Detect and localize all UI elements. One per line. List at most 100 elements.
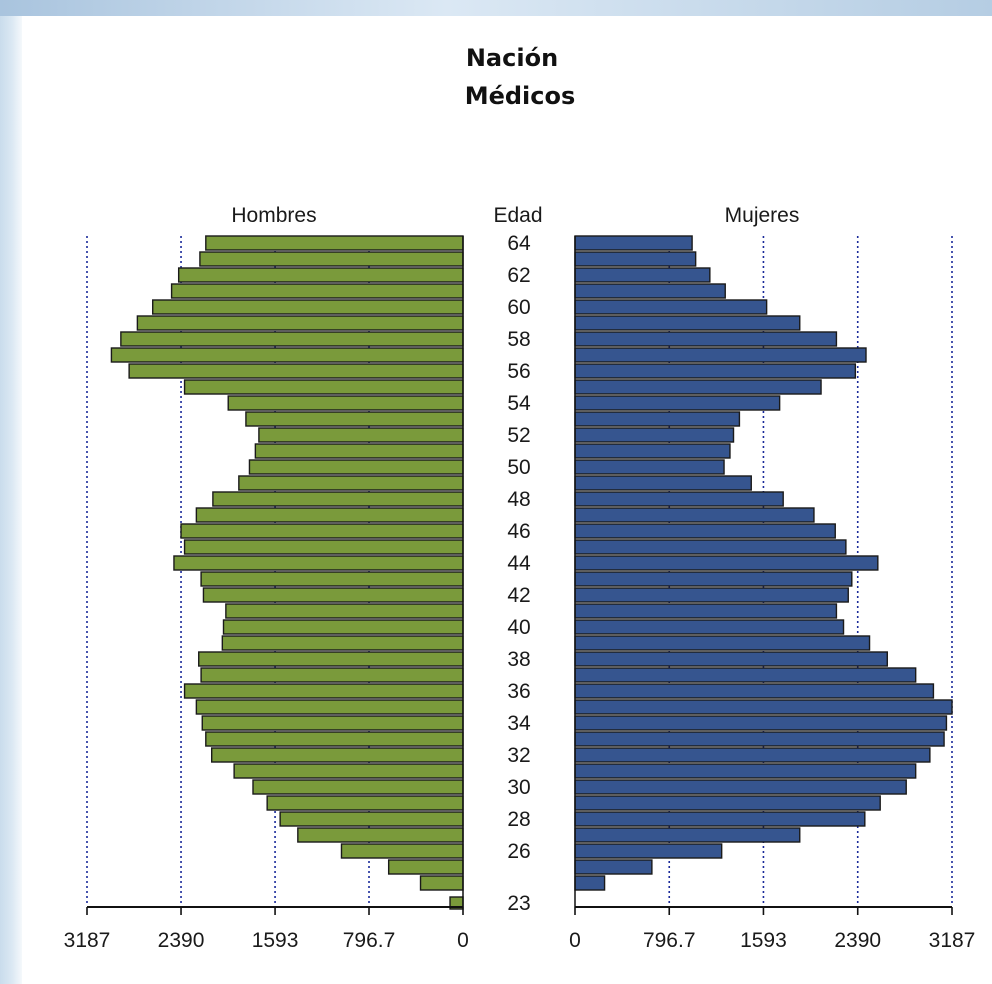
women-bar-age-30 — [574, 779, 907, 795]
men-series-label: Hombres — [231, 204, 316, 227]
women-tick-label-1: 796.7 — [643, 929, 696, 952]
women-bar-age-47 — [574, 507, 815, 523]
women-tick-label-3: 2390 — [834, 929, 881, 952]
women-bar-age-29 — [574, 795, 881, 811]
women-bar-age-34 — [574, 715, 948, 731]
women-series-label: Mujeres — [725, 204, 800, 227]
women-tick-label-4: 3187 — [929, 929, 976, 952]
men-bar-age-41 — [225, 603, 464, 619]
women-bar-age-41 — [574, 603, 838, 619]
women-bar-age-42 — [574, 587, 849, 603]
men-bar-age-60 — [152, 299, 464, 315]
women-bar-age-57 — [574, 347, 867, 363]
age-label-60: 60 — [507, 296, 530, 319]
men-bar-age-48 — [212, 491, 464, 507]
women-bar-age-35 — [574, 699, 953, 715]
men-bar-age-55 — [183, 379, 464, 395]
age-label-34: 34 — [507, 712, 531, 735]
men-tick-label-0: 3187 — [64, 929, 111, 952]
men-bar-age-27 — [297, 827, 464, 843]
axes — [86, 236, 953, 915]
women-bar-age-61 — [574, 283, 726, 299]
men-bar-age-25 — [387, 859, 464, 875]
women-bar-age-52 — [574, 427, 735, 443]
men-bar-age-42 — [202, 587, 464, 603]
women-bar-age-58 — [574, 331, 838, 347]
women-bar-age-33 — [574, 731, 945, 747]
men-bar-age-44 — [173, 555, 464, 571]
age-label-52: 52 — [507, 424, 530, 447]
men-bar-age-62 — [177, 267, 464, 283]
men-tick-label-4: 0 — [457, 929, 469, 952]
age-label-38: 38 — [507, 648, 530, 671]
men-bar-age-59 — [136, 315, 464, 331]
women-bar-age-40 — [574, 619, 845, 635]
men-bar-age-31 — [233, 763, 464, 779]
age-label-54: 54 — [507, 392, 531, 415]
women-bar-age-31 — [574, 763, 917, 779]
bars — [110, 235, 953, 910]
age-axis-label: Edad — [493, 204, 542, 227]
men-bar-age-47 — [195, 507, 464, 523]
men-tick-label-1: 2390 — [158, 929, 205, 952]
men-bar-age-64 — [205, 235, 464, 251]
women-bar-age-38 — [574, 651, 888, 667]
age-label-30: 30 — [507, 776, 530, 799]
age-label-40: 40 — [507, 616, 530, 639]
women-bar-age-44 — [574, 555, 879, 571]
women-bar-age-26 — [574, 843, 723, 859]
men-bar-age-54 — [227, 395, 464, 411]
men-tick-label-2: 1593 — [252, 929, 299, 952]
men-bar-age-37 — [200, 667, 464, 683]
chart-subtitle: Médicos — [465, 82, 576, 110]
women-bar-age-64 — [574, 235, 693, 251]
men-bar-age-56 — [128, 363, 464, 379]
men-bar-age-51 — [254, 443, 464, 459]
top-decoration-band — [0, 0, 992, 16]
women-bar-age-32 — [574, 747, 931, 763]
women-bar-age-55 — [574, 379, 822, 395]
age-label-46: 46 — [507, 520, 530, 543]
men-bar-age-63 — [199, 251, 464, 267]
men-bar-age-36 — [183, 683, 464, 699]
age-label-36: 36 — [507, 680, 530, 703]
age-label-44: 44 — [507, 552, 531, 575]
men-bar-age-50 — [248, 459, 464, 475]
women-bar-age-48 — [574, 491, 784, 507]
men-bar-age-32 — [211, 747, 464, 763]
women-bar-age-46 — [574, 523, 836, 539]
age-label-32: 32 — [507, 744, 530, 767]
women-bar-age-63 — [574, 251, 697, 267]
women-bar-age-53 — [574, 411, 741, 427]
men-bar-age-45 — [183, 539, 464, 555]
age-label-28: 28 — [507, 808, 530, 831]
men-bar-age-40 — [222, 619, 464, 635]
age-label-56: 56 — [507, 360, 530, 383]
women-bar-age-54 — [574, 395, 781, 411]
chart-title: Nación — [466, 44, 558, 72]
men-bar-age-33 — [205, 731, 464, 747]
men-bar-age-26 — [340, 843, 464, 859]
age-label-23: 23 — [507, 892, 530, 915]
men-bar-age-46 — [180, 523, 464, 539]
women-bar-age-25 — [574, 859, 653, 875]
men-bar-age-57 — [110, 347, 464, 363]
women-bar-age-37 — [574, 667, 917, 683]
women-bar-age-56 — [574, 363, 857, 379]
women-bar-age-39 — [574, 635, 871, 651]
women-bar-age-45 — [574, 539, 847, 555]
women-tick-label-2: 1593 — [740, 929, 787, 952]
men-bar-age-38 — [198, 651, 464, 667]
women-bar-age-60 — [574, 299, 768, 315]
women-bar-age-50 — [574, 459, 725, 475]
age-label-48: 48 — [507, 488, 530, 511]
age-label-42: 42 — [507, 584, 530, 607]
axis-labels: 3187 2390 1593 796.7 0 0 796.7 1593 2390 3187 64 62… — [64, 232, 976, 952]
women-bar-age-43 — [574, 571, 853, 587]
age-label-62: 62 — [507, 264, 530, 287]
men-bar-age-58 — [120, 331, 464, 347]
women-bar-age-51 — [574, 443, 731, 459]
men-bar-age-49 — [238, 475, 464, 491]
men-tick-label-3: 796.7 — [343, 929, 396, 952]
